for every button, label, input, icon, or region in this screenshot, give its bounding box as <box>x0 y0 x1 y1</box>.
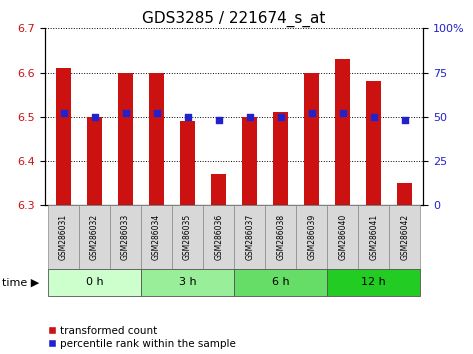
Bar <box>172 205 203 269</box>
Text: GSM286041: GSM286041 <box>369 214 378 260</box>
Point <box>246 114 254 120</box>
Bar <box>358 205 389 269</box>
Point <box>308 110 315 116</box>
Bar <box>118 73 133 205</box>
Bar <box>87 117 102 205</box>
Bar <box>48 205 79 269</box>
Bar <box>149 73 164 205</box>
Text: GSM286035: GSM286035 <box>183 214 192 260</box>
Point <box>277 114 284 120</box>
Bar <box>234 205 265 269</box>
Bar <box>141 205 172 269</box>
Bar <box>242 117 257 205</box>
Text: GSM286033: GSM286033 <box>121 214 130 260</box>
Bar <box>141 269 234 296</box>
Bar <box>304 73 319 205</box>
Point <box>91 114 98 120</box>
Bar <box>389 205 420 269</box>
Bar <box>335 59 350 205</box>
Point <box>153 110 160 116</box>
Text: GSM286037: GSM286037 <box>245 214 254 260</box>
Bar <box>265 205 296 269</box>
Legend: transformed count, percentile rank within the sample: transformed count, percentile rank withi… <box>48 326 236 349</box>
Bar <box>203 205 234 269</box>
Bar <box>79 205 110 269</box>
Text: 0 h: 0 h <box>86 277 104 287</box>
Bar <box>397 183 412 205</box>
Bar <box>327 269 420 296</box>
Bar <box>366 81 381 205</box>
Bar <box>110 205 141 269</box>
Bar <box>234 269 327 296</box>
Text: GSM286040: GSM286040 <box>338 214 347 260</box>
Text: 6 h: 6 h <box>272 277 289 287</box>
Bar <box>211 175 227 205</box>
Bar <box>273 113 289 205</box>
Text: 12 h: 12 h <box>361 277 386 287</box>
Point <box>122 110 129 116</box>
Point <box>215 118 222 123</box>
Point <box>401 118 409 123</box>
Point <box>184 114 192 120</box>
Text: GSM286031: GSM286031 <box>59 214 68 260</box>
Text: GSM286042: GSM286042 <box>400 214 409 260</box>
Text: 3 h: 3 h <box>179 277 196 287</box>
Text: GSM286038: GSM286038 <box>276 214 285 260</box>
Point <box>60 110 67 116</box>
Text: time ▶: time ▶ <box>2 277 40 287</box>
Bar <box>296 205 327 269</box>
Bar <box>327 205 358 269</box>
Text: GSM286032: GSM286032 <box>90 214 99 260</box>
Text: GSM286039: GSM286039 <box>307 214 316 260</box>
Bar <box>180 121 195 205</box>
Title: GDS3285 / 221674_s_at: GDS3285 / 221674_s_at <box>142 11 326 27</box>
Point <box>339 110 347 116</box>
Bar <box>56 68 71 205</box>
Text: GSM286034: GSM286034 <box>152 214 161 260</box>
Bar <box>48 269 141 296</box>
Point <box>370 114 377 120</box>
Text: GSM286036: GSM286036 <box>214 214 223 260</box>
